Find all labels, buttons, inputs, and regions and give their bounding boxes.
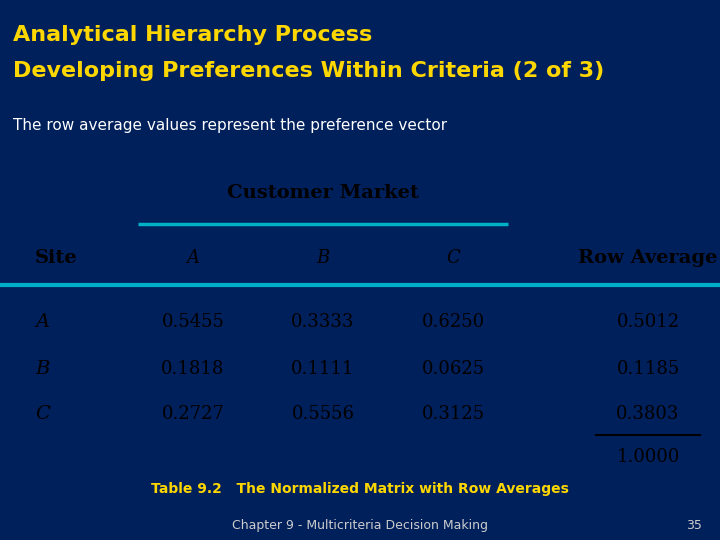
Text: 0.3803: 0.3803 bbox=[616, 406, 680, 423]
Text: 0.5012: 0.5012 bbox=[616, 313, 680, 332]
Text: Developing Preferences Within Criteria (2 of 3): Developing Preferences Within Criteria (… bbox=[13, 61, 604, 81]
Text: 0.6250: 0.6250 bbox=[421, 313, 485, 332]
Text: 0.5455: 0.5455 bbox=[161, 313, 225, 332]
Text: Table 9.2   The Normalized Matrix with Row Averages: Table 9.2 The Normalized Matrix with Row… bbox=[151, 482, 569, 496]
Text: C: C bbox=[446, 249, 460, 267]
Text: Analytical Hierarchy Process: Analytical Hierarchy Process bbox=[13, 25, 372, 45]
Text: Chapter 9 - Multicriteria Decision Making: Chapter 9 - Multicriteria Decision Makin… bbox=[232, 519, 488, 532]
Text: 0.5556: 0.5556 bbox=[292, 406, 354, 423]
Text: 0.3125: 0.3125 bbox=[421, 406, 485, 423]
Text: 0.1185: 0.1185 bbox=[616, 360, 680, 378]
Text: A: A bbox=[186, 249, 199, 267]
Text: Row Average: Row Average bbox=[578, 249, 718, 267]
Text: Site: Site bbox=[35, 249, 78, 267]
Text: 1.0000: 1.0000 bbox=[616, 448, 680, 465]
Text: 0.2727: 0.2727 bbox=[161, 406, 225, 423]
Text: 35: 35 bbox=[686, 519, 702, 532]
Text: 0.1818: 0.1818 bbox=[161, 360, 225, 378]
Text: A: A bbox=[35, 313, 49, 332]
Text: The row average values represent the preference vector: The row average values represent the pre… bbox=[13, 118, 447, 133]
Text: 0.0625: 0.0625 bbox=[421, 360, 485, 378]
Text: C: C bbox=[35, 406, 50, 423]
Text: 0.3333: 0.3333 bbox=[292, 313, 355, 332]
Text: 0.1111: 0.1111 bbox=[292, 360, 355, 378]
Text: B: B bbox=[35, 360, 50, 378]
Text: B: B bbox=[316, 249, 330, 267]
Text: Customer Market: Customer Market bbox=[227, 184, 419, 202]
